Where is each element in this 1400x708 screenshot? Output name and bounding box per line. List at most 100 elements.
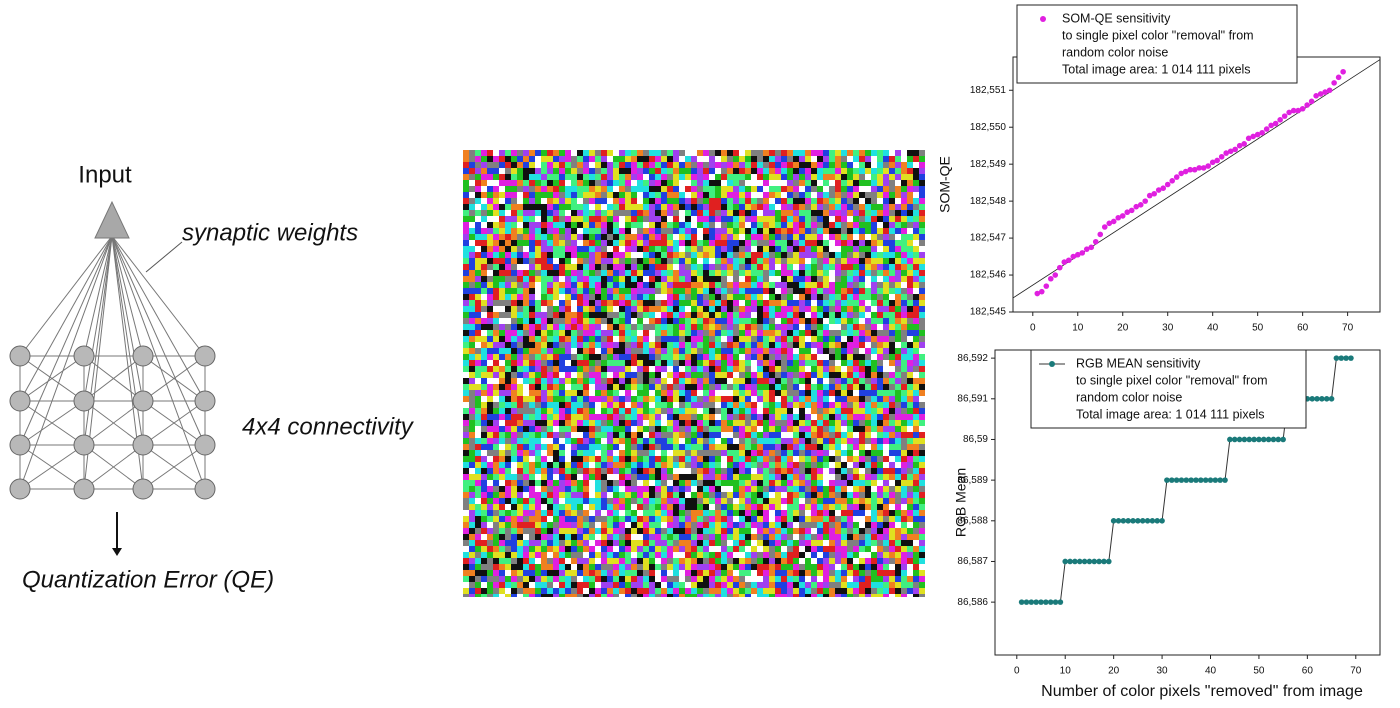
- noise-pixel: [625, 504, 631, 510]
- noise-pixel: [511, 474, 517, 480]
- noise-pixel: [697, 288, 703, 294]
- noise-pixel: [829, 270, 835, 276]
- noise-pixel: [721, 276, 727, 282]
- noise-pixel: [523, 330, 529, 336]
- noise-pixel: [565, 372, 571, 378]
- noise-pixel: [577, 510, 583, 516]
- noise-pixel: [841, 354, 847, 360]
- noise-pixel: [583, 396, 589, 402]
- noise-pixel: [547, 360, 553, 366]
- noise-pixel: [745, 354, 751, 360]
- noise-pixel: [697, 324, 703, 330]
- noise-pixel: [613, 510, 619, 516]
- noise-pixel: [649, 594, 655, 597]
- noise-pixel: [691, 306, 697, 312]
- noise-pixel: [529, 396, 535, 402]
- noise-pixel: [577, 156, 583, 162]
- synapse: [112, 236, 205, 401]
- noise-pixel: [817, 168, 823, 174]
- noise-pixel: [541, 426, 547, 432]
- noise-pixel: [727, 438, 733, 444]
- noise-pixel: [535, 318, 541, 324]
- noise-pixel: [757, 552, 763, 558]
- noise-pixel: [691, 426, 697, 432]
- noise-pixel: [535, 270, 541, 276]
- noise-pixel: [847, 192, 853, 198]
- noise-pixel: [679, 186, 685, 192]
- noise-pixel: [661, 396, 667, 402]
- noise-pixel: [565, 180, 571, 186]
- noise-pixel: [583, 198, 589, 204]
- noise-pixel: [601, 576, 607, 582]
- noise-pixel: [823, 384, 829, 390]
- noise-pixel: [781, 288, 787, 294]
- noise-pixel: [523, 198, 529, 204]
- noise-pixel: [691, 582, 697, 588]
- noise-pixel: [751, 516, 757, 522]
- noise-pixel: [529, 384, 535, 390]
- noise-pixel: [541, 372, 547, 378]
- noise-pixel: [829, 300, 835, 306]
- noise-pixel: [469, 366, 475, 372]
- noise-pixel: [733, 330, 739, 336]
- noise-pixel: [733, 204, 739, 210]
- noise-pixel: [649, 240, 655, 246]
- noise-pixel: [799, 318, 805, 324]
- noise-pixel: [589, 372, 595, 378]
- noise-pixel: [499, 402, 505, 408]
- noise-pixel: [493, 324, 499, 330]
- noise-pixel: [817, 348, 823, 354]
- noise-pixel: [841, 486, 847, 492]
- noise-pixel: [589, 336, 595, 342]
- noise-pixel: [769, 534, 775, 540]
- noise-pixel: [805, 270, 811, 276]
- noise-pixel: [523, 348, 529, 354]
- noise-pixel: [601, 204, 607, 210]
- noise-pixel: [577, 522, 583, 528]
- noise-pixel: [757, 246, 763, 252]
- noise-pixel: [529, 270, 535, 276]
- noise-pixel: [487, 492, 493, 498]
- noise-pixel: [811, 474, 817, 480]
- noise-pixel: [823, 468, 829, 474]
- noise-pixel: [703, 276, 709, 282]
- noise-pixel: [757, 582, 763, 588]
- noise-pixel: [541, 558, 547, 564]
- noise-pixel: [649, 378, 655, 384]
- noise-pixel: [823, 276, 829, 282]
- noise-pixel: [793, 588, 799, 594]
- noise-pixel: [763, 342, 769, 348]
- noise-pixel: [571, 180, 577, 186]
- noise-pixel: [505, 216, 511, 222]
- noise-pixel: [751, 222, 757, 228]
- noise-pixel: [529, 498, 535, 504]
- noise-pixel: [481, 414, 487, 420]
- noise-pixel: [691, 552, 697, 558]
- noise-pixel: [511, 402, 517, 408]
- noise-pixel: [571, 414, 577, 420]
- noise-pixel: [655, 360, 661, 366]
- noise-pixel: [631, 588, 637, 594]
- noise-pixel: [703, 582, 709, 588]
- noise-pixel: [643, 312, 649, 318]
- noise-pixel: [781, 384, 787, 390]
- noise-pixel: [595, 204, 601, 210]
- noise-pixel: [619, 180, 625, 186]
- noise-pixel: [541, 360, 547, 366]
- noise-pixel: [535, 552, 541, 558]
- noise-pixel: [769, 438, 775, 444]
- noise-pixel: [739, 558, 745, 564]
- noise-pixel: [499, 582, 505, 588]
- noise-pixel: [679, 384, 685, 390]
- noise-pixel: [823, 204, 829, 210]
- noise-pixel: [691, 468, 697, 474]
- noise-pixel: [523, 192, 529, 198]
- noise-pixel: [595, 192, 601, 198]
- noise-pixel: [541, 402, 547, 408]
- noise-pixel: [625, 168, 631, 174]
- noise-pixel: [667, 462, 673, 468]
- noise-pixel: [757, 204, 763, 210]
- noise-pixel: [529, 552, 535, 558]
- noise-pixel: [601, 228, 607, 234]
- noise-pixel: [823, 432, 829, 438]
